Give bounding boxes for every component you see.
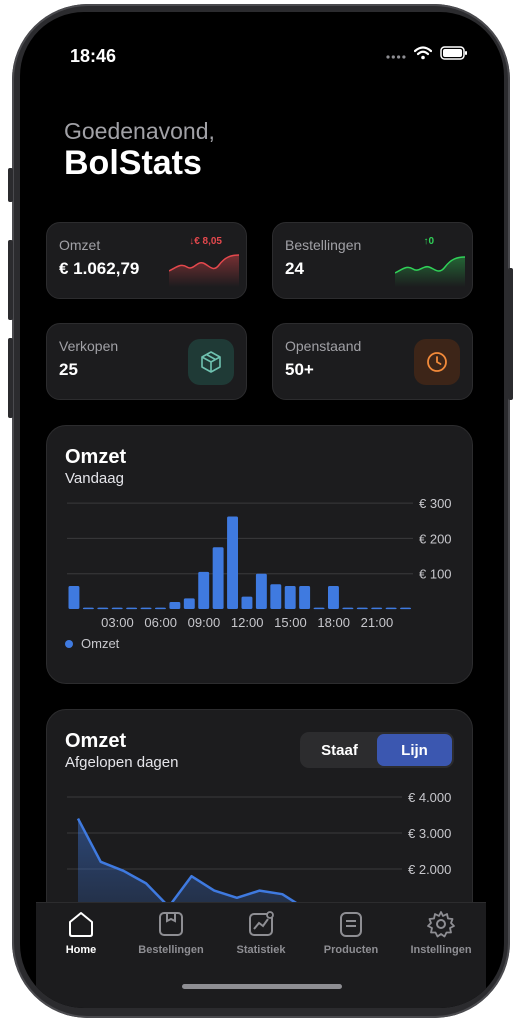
page-title: BolStats [64, 144, 202, 182]
lijn-toggle-button[interactable]: Lijn [377, 734, 452, 766]
status-time: 18:46 [70, 46, 117, 66]
stat-value: 50+ [285, 360, 314, 379]
volume-down-button [8, 338, 13, 418]
bar [183, 598, 195, 609]
staaf-toggle-button[interactable]: Staaf [321, 741, 358, 759]
chart-title: Omzet [65, 446, 127, 468]
tab-instellingen[interactable]: Instellingen [396, 909, 486, 956]
power-button [508, 268, 513, 400]
tab-label: Instellingen [410, 944, 472, 956]
stat-label: Openstaand [285, 338, 362, 354]
stat-label: Verkopen [59, 338, 119, 354]
stat-delta: ↑0 [423, 236, 434, 247]
x-tick-label: 15:00 [274, 615, 307, 630]
chart-subtitle: Afgelopen dagen [65, 754, 179, 771]
tab-bar: Home Bestellingen Statistiek Producten I… [36, 902, 486, 1008]
bar [299, 586, 311, 609]
openstaand-stat-card[interactable]: Openstaand 50+ [272, 323, 473, 400]
mute-switch [8, 168, 13, 202]
bar [342, 607, 354, 610]
stat-label: Omzet [59, 237, 101, 253]
legend-dot [65, 639, 73, 648]
status-icons [386, 46, 468, 65]
wifi-icon [413, 46, 433, 65]
y-tick-label: € 200 [419, 531, 452, 546]
bar [284, 586, 296, 609]
bar [270, 584, 282, 609]
bar [68, 586, 80, 609]
tab-label: Bestellingen [138, 944, 204, 956]
x-tick-label: 18:00 [317, 615, 350, 630]
bar [227, 516, 238, 609]
tab-label: Producten [323, 944, 379, 956]
legend-label: Omzet [81, 636, 120, 651]
box-icon [159, 912, 183, 936]
package-icon [188, 339, 234, 385]
chart-type-toggle: Staaf Lijn [300, 732, 454, 768]
chart-icon [249, 911, 274, 936]
stat-delta: ↓€ 8,05 [189, 236, 222, 247]
clock-icon [414, 339, 460, 385]
x-tick-label: 09:00 [188, 615, 221, 630]
bar [400, 607, 411, 610]
y-tick-label: € 300 [419, 496, 452, 511]
bar [82, 607, 94, 610]
chart-title: Omzet [65, 730, 127, 752]
bar [241, 596, 253, 609]
verkopen-stat-card[interactable]: Verkopen 25 [46, 323, 247, 400]
bar [328, 586, 339, 609]
bar [155, 607, 166, 610]
tab-label: Home [65, 944, 97, 956]
tab-label: Statistiek [236, 944, 286, 956]
bar [198, 571, 210, 609]
bar [313, 607, 325, 610]
bar [371, 607, 383, 610]
y-tick-label: € 2.000 [408, 862, 451, 877]
tab-statistiek[interactable]: Statistiek [216, 909, 306, 956]
tab-bestellingen[interactable]: Bestellingen [126, 909, 216, 956]
tab-producten[interactable]: Producten [306, 909, 396, 956]
bar [385, 607, 397, 610]
x-tick-label: 03:00 [101, 615, 134, 630]
chart-subtitle: Vandaag [65, 470, 124, 487]
bar [97, 607, 109, 610]
bar [169, 601, 181, 609]
bestellingen-stat-card[interactable]: Bestellingen 24 ↑0 [272, 222, 473, 299]
today-revenue-card: Omzet Vandaag € 100 € 200 € 300 03:00 06:00 0… [46, 425, 473, 684]
chart-legend: Omzet [65, 636, 119, 651]
battery-icon [440, 46, 468, 65]
gear-icon [427, 911, 455, 938]
greeting: Goedenavond, [64, 118, 215, 144]
omzet-stat-card[interactable]: Omzet € 1.062,79 ↓€ 8,05 [46, 222, 247, 299]
signal-dots-icon [386, 47, 406, 65]
y-tick-label: € 4.000 [408, 790, 451, 805]
list-icon [340, 912, 362, 937]
bar [111, 607, 123, 610]
stat-value: 24 [285, 259, 304, 278]
stat-label: Bestellingen [285, 237, 362, 253]
bar [356, 607, 368, 610]
bar [212, 547, 224, 609]
omzet-sparkline [169, 254, 239, 287]
tab-home[interactable]: Home [36, 909, 126, 956]
bar [255, 573, 267, 609]
y-tick-label: € 100 [419, 567, 452, 582]
home-indicator [182, 984, 342, 989]
bestellingen-sparkline [395, 256, 465, 287]
home-icon [69, 912, 93, 937]
bar [140, 607, 152, 610]
x-tick-label: 21:00 [361, 615, 394, 630]
today-bar-chart: € 100 € 200 € 300 03:00 06:00 09:00 12:00 15:00… [67, 496, 452, 630]
x-tick-label: 12:00 [231, 615, 264, 630]
stat-value: 25 [59, 360, 78, 379]
series-line [76, 818, 306, 910]
screen: 18:46 Goedenavond, BolStats Omzet € 1.06… [20, 12, 504, 1008]
y-tick-label: € 3.000 [408, 826, 451, 841]
bar [126, 607, 138, 610]
x-tick-label: 06:00 [144, 615, 177, 630]
volume-up-button [8, 240, 13, 320]
stat-value: € 1.062,79 [59, 259, 140, 278]
